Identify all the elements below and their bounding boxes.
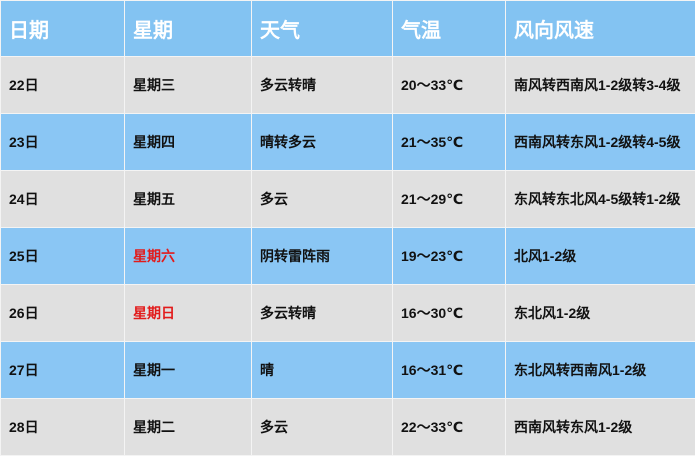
weekday-cell: 星期六 [125, 228, 252, 285]
weekday-cell: 星期一 [125, 342, 252, 399]
weather-cell: 晴 [252, 342, 393, 399]
wind-cell: 南风转西南风1-2级转3-4级 [506, 57, 695, 114]
weather-cell: 多云转晴 [252, 57, 393, 114]
weekday-cell: 星期三 [125, 57, 252, 114]
wind-cell: 东北风转西南风1-2级 [506, 342, 695, 399]
weather-cell: 多云 [252, 399, 393, 456]
weekday-cell: 星期日 [125, 285, 252, 342]
wind-cell: 东风转东北风4-5级转1-2级 [506, 171, 695, 228]
weather-cell: 多云 [252, 171, 393, 228]
temperature-cell: 19～23℃ [393, 228, 506, 285]
header-temperature: 气温 [393, 1, 506, 57]
header-row: 日期 星期 天气 气温 风向风速 [1, 1, 695, 57]
weekday-cell: 星期二 [125, 399, 252, 456]
wind-cell: 西南风转东风1-2级 [506, 399, 695, 456]
date-cell: 24日 [1, 171, 125, 228]
weather-cell: 晴转多云 [252, 114, 393, 171]
date-cell: 26日 [1, 285, 125, 342]
header-weekday: 星期 [125, 1, 252, 57]
weather-cell: 阴转雷阵雨 [252, 228, 393, 285]
weekday-cell: 星期四 [125, 114, 252, 171]
date-cell: 23日 [1, 114, 125, 171]
date-cell: 25日 [1, 228, 125, 285]
temperature-cell: 21～35℃ [393, 114, 506, 171]
temperature-cell: 22～33℃ [393, 399, 506, 456]
date-cell: 27日 [1, 342, 125, 399]
header-date: 日期 [1, 1, 125, 57]
temperature-cell: 21～29℃ [393, 171, 506, 228]
weather-cell: 多云转晴 [252, 285, 393, 342]
temperature-cell: 16～30℃ [393, 285, 506, 342]
header-weather: 天气 [252, 1, 393, 57]
weekday-cell: 星期五 [125, 171, 252, 228]
temperature-cell: 20～33℃ [393, 57, 506, 114]
date-cell: 28日 [1, 399, 125, 456]
wind-cell: 东北风1-2级 [506, 285, 695, 342]
date-cell: 22日 [1, 57, 125, 114]
wind-cell: 西南风转东风1-2级转4-5级 [506, 114, 695, 171]
wind-cell: 北风1-2级 [506, 228, 695, 285]
temperature-cell: 16～31℃ [393, 342, 506, 399]
header-wind: 风向风速 [506, 1, 695, 57]
